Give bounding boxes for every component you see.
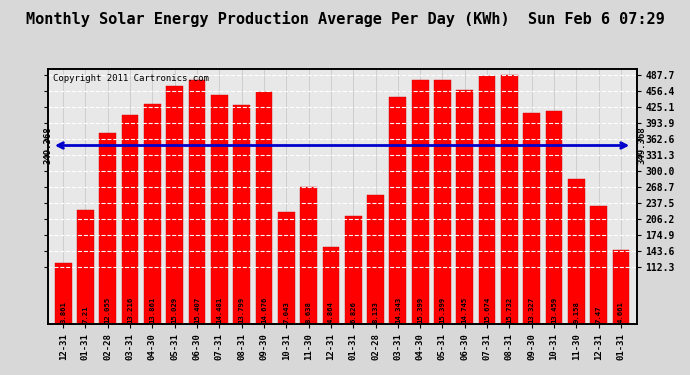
Text: 7.043: 7.043 <box>284 301 289 323</box>
Bar <box>479 76 495 324</box>
Bar <box>99 133 116 324</box>
Text: 6.826: 6.826 <box>351 301 356 323</box>
Text: 14.676: 14.676 <box>261 297 267 323</box>
Text: 349.368: 349.368 <box>638 127 647 164</box>
Text: 15.399: 15.399 <box>417 297 423 323</box>
Bar <box>166 86 183 324</box>
Text: 7.47: 7.47 <box>595 306 602 323</box>
Text: 13.799: 13.799 <box>239 297 245 323</box>
Bar <box>77 210 94 324</box>
Text: Copyright 2011 Cartronics.com: Copyright 2011 Cartronics.com <box>53 74 209 82</box>
Text: 9.158: 9.158 <box>573 301 580 323</box>
Text: 13.216: 13.216 <box>127 297 133 323</box>
Bar <box>613 250 629 324</box>
Bar <box>121 115 139 324</box>
Text: 4.661: 4.661 <box>618 301 624 323</box>
Bar <box>300 187 317 324</box>
Text: 7.21: 7.21 <box>83 306 88 323</box>
Text: 14.745: 14.745 <box>462 297 468 323</box>
Bar <box>55 263 72 324</box>
Text: 8.133: 8.133 <box>373 301 379 323</box>
Bar <box>233 105 250 324</box>
Bar <box>523 113 540 324</box>
Bar <box>389 97 406 324</box>
Bar <box>367 195 384 324</box>
Bar <box>144 105 161 324</box>
Text: 15.399: 15.399 <box>440 297 446 323</box>
Bar <box>412 80 428 324</box>
Bar <box>434 80 451 324</box>
Bar <box>278 213 295 324</box>
Bar <box>456 90 473 324</box>
Text: 3.861: 3.861 <box>60 301 66 323</box>
Text: 15.732: 15.732 <box>506 297 513 323</box>
Text: 13.861: 13.861 <box>150 297 155 323</box>
Text: 15.029: 15.029 <box>172 297 178 323</box>
Text: 349.368: 349.368 <box>43 127 52 164</box>
Text: 12.055: 12.055 <box>105 297 111 323</box>
Bar <box>546 111 562 324</box>
Bar <box>568 179 584 324</box>
Bar <box>188 80 206 324</box>
Text: 4.864: 4.864 <box>328 301 334 323</box>
Text: 14.343: 14.343 <box>395 297 401 323</box>
Bar <box>501 75 518 324</box>
Bar <box>345 216 362 324</box>
Text: 15.407: 15.407 <box>194 297 200 323</box>
Bar <box>591 206 607 324</box>
Text: 13.327: 13.327 <box>529 297 535 323</box>
Text: 13.459: 13.459 <box>551 297 557 323</box>
Bar <box>322 247 339 324</box>
Text: 15.674: 15.674 <box>484 297 490 323</box>
Bar <box>255 92 273 324</box>
Text: 8.638: 8.638 <box>306 301 312 323</box>
Text: Monthly Solar Energy Production Average Per Day (KWh)  Sun Feb 6 07:29: Monthly Solar Energy Production Average … <box>26 11 664 27</box>
Bar <box>211 94 228 324</box>
Text: 14.481: 14.481 <box>217 297 222 323</box>
